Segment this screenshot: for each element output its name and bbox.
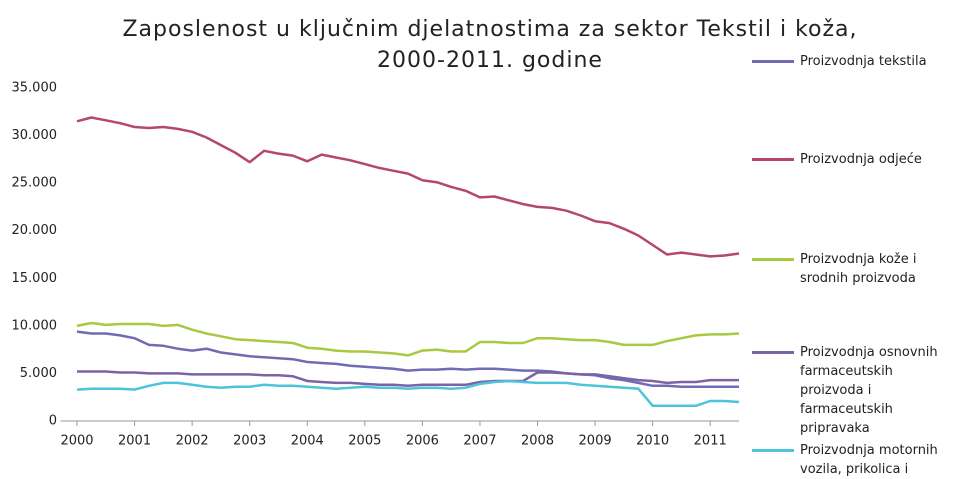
legend-swatch — [752, 351, 794, 354]
y-tick-label: 30.000 — [12, 128, 58, 143]
series-line — [76, 330, 739, 388]
chart-title: Zaposlenost u ključnim djelatnostima za … — [122, 17, 858, 73]
legend-swatch — [752, 449, 794, 452]
x-tick-label: 2005 — [348, 434, 381, 449]
x-tick-label: 2008 — [521, 434, 554, 449]
legend-label: Proizvodnja tekstila — [800, 54, 927, 69]
x-tick-label: 2000 — [60, 434, 93, 449]
y-tick-label: 25.000 — [12, 176, 58, 191]
y-tick-label: 10.000 — [12, 318, 58, 333]
series-line — [76, 321, 740, 357]
legend-swatch — [752, 158, 794, 161]
series-line — [76, 379, 740, 408]
legend-label: Proizvodnja kože i srodnih proizvoda — [800, 252, 917, 286]
legend-label: Proizvodnja motornih vozila, prikolica i — [800, 443, 938, 477]
legend-item: Proizvodnja odjeće — [752, 150, 972, 169]
x-tick-label: 2010 — [636, 434, 669, 449]
x-tick-label: 2009 — [579, 434, 612, 449]
legend-item: Proizvodnja tekstila — [752, 52, 972, 71]
y-tick-label: 5.000 — [20, 366, 57, 381]
x-tick-label: 2001 — [118, 434, 151, 449]
series-line — [76, 116, 740, 258]
y-tick-label: 15.000 — [12, 271, 58, 286]
legend-swatch — [752, 60, 794, 63]
x-tick-label: 2002 — [176, 434, 209, 449]
x-tick-label: 2004 — [291, 434, 324, 449]
series-line — [77, 370, 739, 388]
y-tick-label: 0 — [49, 414, 57, 429]
legend-label: Proizvodnja osnovnih farmaceutskih proiz… — [800, 345, 938, 436]
legend-item: Proizvodnja osnovnih farmaceutskih proiz… — [752, 343, 972, 438]
legend-label: Proizvodnja odjeće — [800, 152, 922, 167]
y-tick-label: 20.000 — [12, 223, 58, 238]
x-tick-label: 2007 — [463, 434, 496, 449]
legend-item: Proizvodnja motornih vozila, prikolica i — [752, 441, 972, 479]
x-tick-label: 2011 — [694, 434, 727, 449]
x-tick-label: 2003 — [233, 434, 266, 449]
legend-swatch — [752, 258, 794, 261]
y-tick-label: 35.000 — [12, 81, 58, 96]
legend-item: Proizvodnja kože i srodnih proizvoda — [752, 250, 972, 288]
x-tick-label: 2006 — [406, 434, 439, 449]
